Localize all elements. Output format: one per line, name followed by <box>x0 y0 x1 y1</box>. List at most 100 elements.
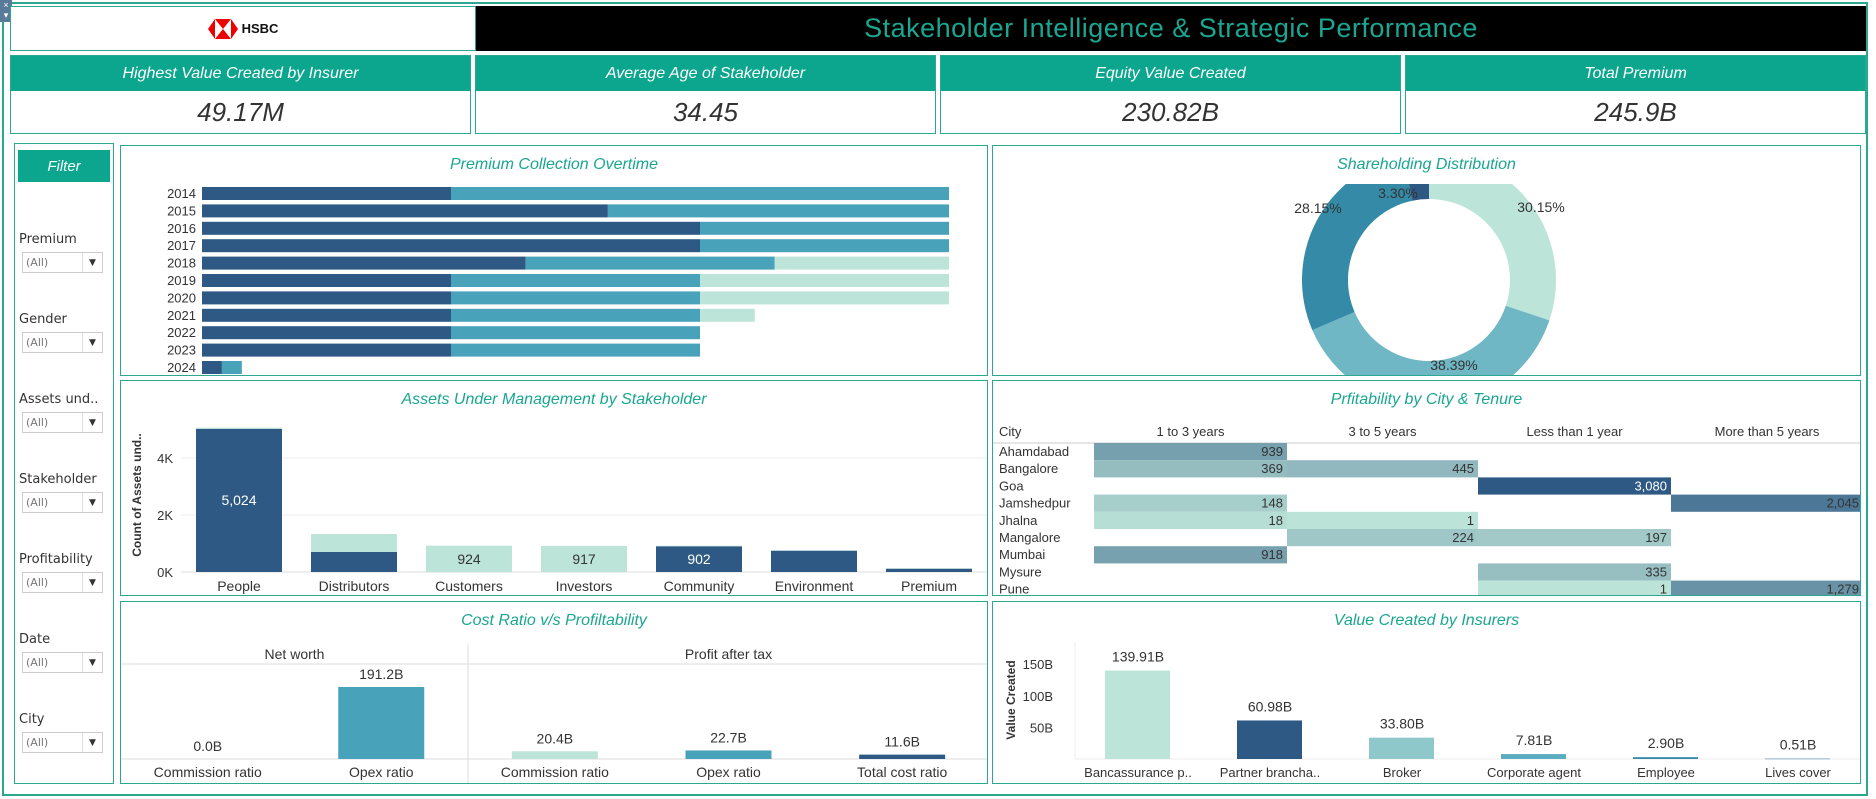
kpi-value: 34.45 <box>672 97 739 127</box>
category-label: People <box>217 578 261 594</box>
filter-dropdown[interactable]: (All) ▼ <box>22 572 103 593</box>
chevron-down-icon[interactable]: ▼ <box>82 333 102 352</box>
donut-slice <box>1429 184 1556 321</box>
city-tenure-heatmap: City 1 to 3 years 3 to 5 years Less than 1 … <box>993 424 1860 596</box>
chevron-down-icon[interactable]: ▼ <box>82 493 102 512</box>
slice-label: 30.15% <box>1517 199 1564 215</box>
kpi-card: Equity Value Created 230.82B <box>940 55 1401 134</box>
row-header: City <box>999 424 1022 439</box>
chevron-down-icon[interactable]: ▼ <box>82 413 102 432</box>
aum-bar-segment <box>771 550 857 572</box>
heatmap-cell <box>1094 546 1287 564</box>
panel-title: Assets Under Management by Stakeholder <box>401 391 707 408</box>
kpi-label: Highest Value Created by Insurer <box>11 56 470 91</box>
category-label: Investors <box>556 578 613 594</box>
premium-bar-segment <box>202 187 451 200</box>
data-label: 902 <box>687 551 711 567</box>
city-tenure-panel: Prfitability by City & Tenure City 1 to 3… <box>992 380 1861 596</box>
close-icon[interactable]: × <box>3 0 9 10</box>
filter-value: (All) <box>26 656 49 669</box>
y-axis-label: Count of Assets und.. <box>130 433 144 557</box>
chevron-down-icon[interactable]: ▼ <box>82 733 102 752</box>
cell-value: 2,045 <box>1826 496 1859 511</box>
kpi-label: Total Premium <box>1406 56 1865 91</box>
kpi-card: Average Age of Stakeholder 34.45 <box>475 55 936 134</box>
year-label: 2015 <box>167 203 196 218</box>
panel-title: Prfitability by City & Tenure <box>1330 391 1523 408</box>
heatmap-cell <box>1094 443 1287 461</box>
donut-slice <box>1302 184 1413 331</box>
bar-value-label: 33.80B <box>1380 716 1424 732</box>
category-label: Opex ratio <box>696 764 761 780</box>
heatmap-cell <box>1094 460 1287 478</box>
premium-bar-segment <box>451 274 700 287</box>
collapse-toggle[interactable]: × ▾ <box>0 0 12 22</box>
column-header: 3 to 5 years <box>1349 424 1417 439</box>
caret-down-icon[interactable]: ▾ <box>3 10 9 20</box>
cell-value: 224 <box>1452 530 1474 545</box>
y-tick-label: 50B <box>1030 720 1053 735</box>
filter-dropdown[interactable]: (All) ▼ <box>22 332 103 353</box>
filter-value: (All) <box>26 416 49 429</box>
year-label: 2017 <box>167 238 196 253</box>
value-created-panel: Value Created by Insurers 50B 100B 150B Val… <box>992 601 1861 784</box>
aum-bar-segment <box>311 534 397 552</box>
cell-value: 1 <box>1467 513 1474 528</box>
category-label: Environment <box>775 578 854 594</box>
kpi-label: Equity Value Created <box>941 56 1400 91</box>
y-tick-label: 150B <box>1023 657 1053 672</box>
city-label: Ahamdabad <box>999 444 1069 459</box>
heatmap-cell <box>1287 511 1478 529</box>
filter-value: (All) <box>26 256 49 269</box>
cell-value: 445 <box>1452 461 1474 476</box>
heatmap-cell <box>1478 563 1671 581</box>
bar-value-label: 139.91B <box>1112 649 1164 665</box>
premium-bar-segment <box>451 291 700 305</box>
chevron-down-icon[interactable]: ▼ <box>82 653 102 672</box>
donut-slice <box>1408 184 1429 201</box>
category-label: Bancassurance p.. <box>1084 765 1192 780</box>
premium-bar-segment <box>202 343 451 357</box>
filter-dropdown[interactable]: (All) ▼ <box>22 732 103 753</box>
cost-ratio-panel: Cost Ratio v/s Profiltability Net worth 0… <box>120 601 988 784</box>
filter-dropdown[interactable]: (All) ▼ <box>22 652 103 673</box>
city-label: Jamshedpur <box>999 496 1071 511</box>
data-label: 924 <box>457 551 481 567</box>
bar-value-label: 60.98B <box>1248 698 1292 714</box>
filter-label: Premium <box>19 232 77 247</box>
cell-value: 369 <box>1261 461 1283 476</box>
premium-bar-segment <box>700 221 949 235</box>
cell-value: 148 <box>1261 496 1283 511</box>
chevron-down-icon[interactable]: ▼ <box>82 573 102 592</box>
filter-label: Date <box>19 632 51 647</box>
cell-value: 197 <box>1645 530 1667 545</box>
slice-label: 38.39% <box>1430 357 1477 373</box>
panel-title: Premium Collection Overtime <box>449 156 659 173</box>
heatmap-cell <box>1478 477 1671 495</box>
filter-dropdown[interactable]: (All) ▼ <box>22 412 103 433</box>
chevron-down-icon[interactable]: ▼ <box>82 253 102 272</box>
cost-bar <box>685 750 772 759</box>
filter-value: (All) <box>26 736 49 749</box>
year-label: 2018 <box>167 256 196 271</box>
city-label: Mangalore <box>999 530 1060 545</box>
category-label: Total cost ratio <box>857 764 947 780</box>
premium-bar-segment <box>700 274 949 287</box>
aum-bar-segment <box>656 545 742 547</box>
year-label: 2020 <box>167 290 196 305</box>
category-label: Community <box>664 578 735 594</box>
filter-dropdown[interactable]: (All) ▼ <box>22 492 103 513</box>
hsbc-logo-icon <box>207 18 238 39</box>
cell-value: 335 <box>1645 564 1667 579</box>
premium-bar-segment <box>202 308 451 322</box>
category-label: Commission ratio <box>154 764 262 780</box>
aum-bar-segment <box>656 546 742 572</box>
cell-value: 1,279 <box>1826 582 1859 596</box>
city-label: Mysure <box>999 564 1042 579</box>
filter-dropdown[interactable]: (All) ▼ <box>22 252 103 273</box>
category-label: Premium <box>901 578 957 594</box>
city-label: Pune <box>999 582 1029 596</box>
kpi-label: Average Age of Stakeholder <box>476 56 935 91</box>
cost-bar <box>859 754 946 759</box>
premium-bar-segment <box>202 361 222 374</box>
